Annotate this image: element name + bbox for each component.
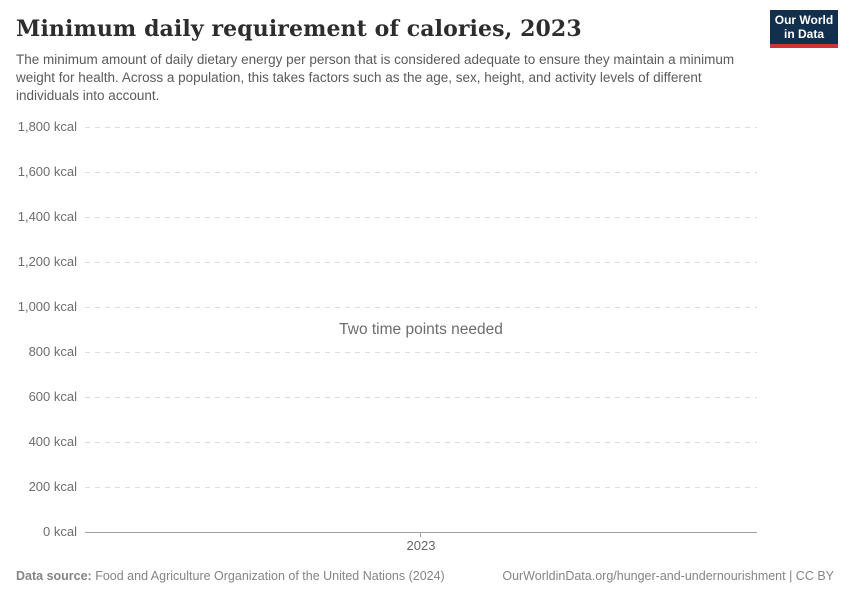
x-axis-row: 0 kcal bbox=[0, 523, 850, 541]
data-source-note: Data source: Food and Agriculture Organi… bbox=[16, 569, 445, 583]
y-axis-tick-label: 1,400 kcal bbox=[17, 209, 77, 224]
data-source-text: Food and Agriculture Organization of the… bbox=[91, 569, 445, 583]
y-axis-tick-label: 800 kcal bbox=[28, 344, 77, 359]
chart-header: Minimum daily requirement of calories, 2… bbox=[16, 10, 838, 105]
chart-footer: Data source: Food and Agriculture Organi… bbox=[16, 569, 834, 583]
chart-subtitle: The minimum amount of daily dietary ener… bbox=[16, 52, 735, 103]
y-gridline bbox=[85, 397, 757, 398]
empty-state-message: Two time points needed bbox=[339, 321, 503, 338]
y-gridline-row: 1,800 kcal bbox=[0, 118, 850, 136]
y-axis-tick-label: 600 kcal bbox=[28, 389, 77, 404]
y-axis-tick-label: 0 kcal bbox=[43, 524, 77, 539]
y-gridline bbox=[85, 442, 757, 443]
chart-title: Minimum daily requirement of calories, 2… bbox=[16, 16, 582, 42]
y-gridline bbox=[85, 352, 757, 353]
y-gridline-row: 200 kcal bbox=[0, 478, 850, 496]
y-gridline-row: 1,600 kcal bbox=[0, 163, 850, 181]
y-gridline-row: 600 kcal bbox=[0, 388, 850, 406]
x-axis-line bbox=[85, 532, 757, 533]
y-axis-tick-label: 1,600 kcal bbox=[17, 164, 77, 179]
y-gridline-row: 400 kcal bbox=[0, 433, 850, 451]
owid-logo-line2: in Data bbox=[783, 27, 824, 41]
owid-logo[interactable]: Our World in Data bbox=[770, 10, 838, 48]
y-axis-tick-label: 1,000 kcal bbox=[17, 299, 77, 314]
y-gridline-row: 1,400 kcal bbox=[0, 208, 850, 226]
owid-logo-line1: Our World bbox=[774, 13, 834, 27]
y-gridline bbox=[85, 127, 757, 128]
owid-citation-link[interactable]: OurWorldinData.org/hunger-and-undernouri… bbox=[502, 569, 834, 583]
y-gridline bbox=[85, 487, 757, 488]
y-gridline bbox=[85, 307, 757, 308]
y-gridline-row: 1,200 kcal bbox=[0, 253, 850, 271]
y-axis-tick-label: 400 kcal bbox=[28, 434, 77, 449]
y-gridline-row: 800 kcal bbox=[0, 343, 850, 361]
y-gridline bbox=[85, 172, 757, 173]
data-source-label: Data source: bbox=[16, 569, 92, 583]
y-gridline bbox=[85, 262, 757, 263]
y-axis-tick-label: 1,200 kcal bbox=[17, 254, 77, 269]
x-axis-tick-label: 2023 bbox=[406, 538, 436, 553]
y-axis-tick-label: 200 kcal bbox=[28, 479, 77, 494]
y-gridline bbox=[85, 217, 757, 218]
y-gridline-row: 1,000 kcal bbox=[0, 298, 850, 316]
citation-note: OurWorldinData.org/hunger-and-undernouri… bbox=[502, 569, 834, 583]
x-axis-tick-mark bbox=[420, 532, 421, 537]
y-axis-tick-label: 1,800 kcal bbox=[17, 119, 77, 134]
